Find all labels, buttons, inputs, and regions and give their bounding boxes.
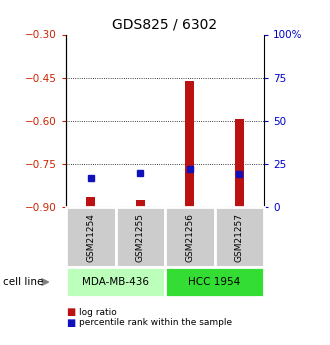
Bar bbox=[136, 200, 145, 207]
Bar bbox=[66, 267, 165, 297]
Text: GSM21257: GSM21257 bbox=[235, 213, 244, 262]
Text: MDA-MB-436: MDA-MB-436 bbox=[82, 277, 149, 287]
Text: GSM21255: GSM21255 bbox=[136, 213, 145, 262]
Text: HCC 1954: HCC 1954 bbox=[188, 277, 241, 287]
Text: cell line: cell line bbox=[3, 277, 44, 287]
Text: GSM21254: GSM21254 bbox=[86, 213, 95, 262]
Bar bbox=[235, 119, 244, 207]
Bar bbox=[86, 197, 95, 207]
Bar bbox=[165, 207, 214, 267]
Bar bbox=[66, 207, 115, 267]
Text: ■: ■ bbox=[66, 318, 75, 327]
Text: percentile rank within the sample: percentile rank within the sample bbox=[79, 318, 232, 327]
Bar bbox=[115, 207, 165, 267]
Text: log ratio: log ratio bbox=[79, 308, 117, 317]
Text: GSM21256: GSM21256 bbox=[185, 213, 194, 262]
Title: GDS825 / 6302: GDS825 / 6302 bbox=[113, 18, 217, 32]
Text: ■: ■ bbox=[66, 307, 75, 317]
Bar bbox=[214, 207, 264, 267]
Bar bbox=[185, 80, 194, 207]
Bar bbox=[165, 267, 264, 297]
